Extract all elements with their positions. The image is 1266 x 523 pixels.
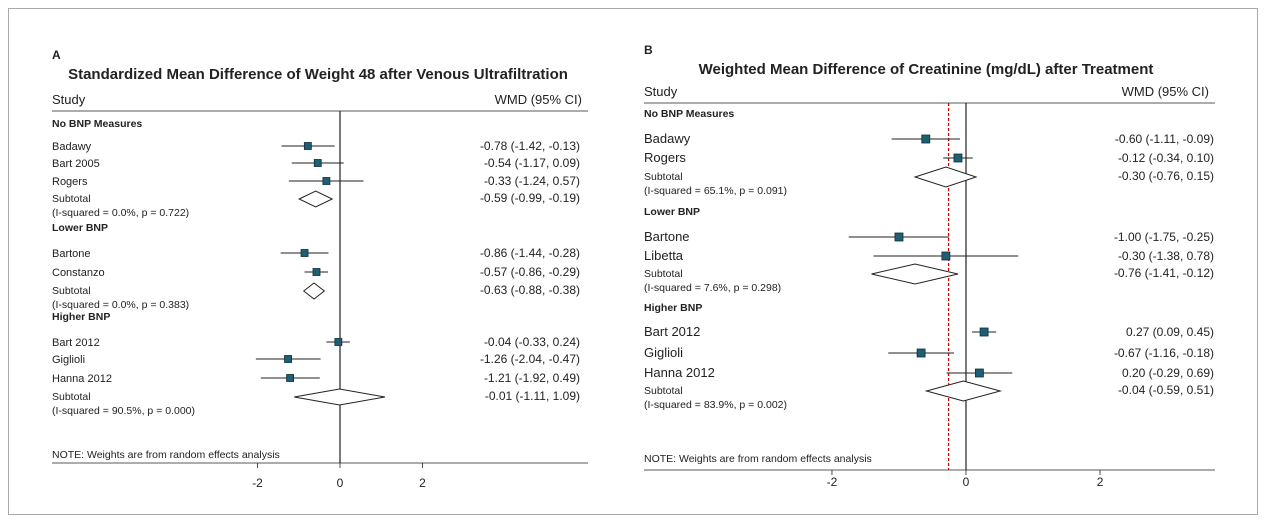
subtotal-label: Subtotal	[52, 391, 91, 403]
point-estimate-marker	[334, 338, 343, 346]
study-column-header: Study	[52, 92, 86, 107]
x-tick-label: -2	[252, 476, 263, 490]
point-estimate-marker	[975, 368, 984, 378]
study-name: Constanzo	[52, 267, 105, 279]
point-estimate-marker	[894, 232, 904, 242]
point-estimate-marker	[303, 142, 312, 150]
point-estimate-marker	[312, 268, 321, 276]
study-name: Bartone	[52, 248, 91, 260]
effect-ci-text: -1.26 (-2.04, -0.47)	[480, 352, 580, 366]
point-estimate-marker	[941, 251, 951, 261]
subtotal-ci-text: -0.63 (-0.88, -0.38)	[480, 283, 580, 297]
point-estimate-marker	[300, 249, 309, 257]
x-tick-label: 2	[419, 476, 426, 490]
heterogeneity-text: (I-squared = 0.0%, p = 0.722)	[52, 207, 189, 219]
x-tick-label: 0	[963, 475, 970, 489]
point-estimate-marker	[322, 177, 331, 185]
group-heading: No BNP Measures	[644, 108, 734, 120]
effect-ci-text: -0.04 (-0.33, 0.24)	[484, 335, 580, 349]
study-name: Libetta	[644, 248, 684, 263]
chart-title: Weighted Mean Difference of Creatinine (…	[699, 61, 1154, 78]
study-name: Giglioli	[52, 354, 85, 366]
effect-ci-text: -0.86 (-1.44, -0.28)	[480, 246, 580, 260]
study-name: Rogers	[52, 176, 88, 188]
study-name: Hanna 2012	[52, 373, 112, 385]
effect-ci-text: -0.57 (-0.86, -0.29)	[480, 265, 580, 279]
subtotal-ci-text: -0.30 (-0.76, 0.15)	[1118, 169, 1214, 183]
effect-ci-text: -0.78 (-1.42, -0.13)	[480, 139, 580, 153]
subtotal-diamond	[294, 388, 386, 406]
subtotal-label: Subtotal	[52, 193, 91, 205]
study-name: Bart 2005	[52, 158, 100, 170]
study-name: Hanna 2012	[644, 365, 715, 380]
panel-label: A	[52, 48, 61, 62]
subtotal-ci-text: -0.04 (-0.59, 0.51)	[1118, 383, 1214, 397]
group-heading: Higher BNP	[52, 311, 110, 323]
subtotal-label: Subtotal	[644, 385, 683, 397]
study-name: Bartone	[644, 229, 690, 244]
figure-frame	[8, 8, 1258, 515]
subtotal-diamond	[924, 380, 1003, 402]
study-column-header: Study	[644, 84, 678, 99]
effect-ci-text: -0.33 (-1.24, 0.57)	[484, 174, 580, 188]
subtotal-label: Subtotal	[644, 171, 683, 183]
group-heading: Lower BNP	[52, 222, 108, 234]
effect-ci-text: -0.60 (-1.11, -0.09)	[1115, 132, 1214, 146]
subtotal-ci-text: -0.01 (-1.11, 1.09)	[485, 389, 580, 403]
study-name: Badawy	[52, 141, 92, 153]
point-estimate-marker	[953, 153, 963, 163]
weights-note: NOTE: Weights are from random effects an…	[52, 449, 280, 461]
subtotal-diamond	[871, 263, 959, 285]
effect-ci-text: 0.20 (-0.29, 0.69)	[1122, 366, 1214, 380]
weights-note: NOTE: Weights are from random effects an…	[644, 453, 872, 465]
effect-ci-text: -1.00 (-1.75, -0.25)	[1114, 230, 1214, 244]
effect-ci-text: -1.21 (-1.92, 0.49)	[484, 371, 580, 385]
study-name: Badawy	[644, 131, 691, 146]
point-estimate-marker	[921, 134, 931, 144]
heterogeneity-text: (I-squared = 7.6%, p = 0.298)	[644, 282, 781, 294]
x-tick-label: -2	[827, 475, 838, 489]
subtotal-diamond	[302, 282, 326, 300]
point-estimate-marker	[286, 374, 295, 382]
forest-panel-a: A Standardized Mean Difference of Weight …	[52, 48, 588, 490]
study-name: Rogers	[644, 150, 686, 165]
chart-title: Standardized Mean Difference of Weight 4…	[68, 66, 568, 83]
point-estimate-marker	[313, 159, 322, 167]
subtotal-ci-text: -0.59 (-0.99, -0.19)	[480, 191, 580, 205]
subtotal-ci-text: -0.76 (-1.41, -0.12)	[1114, 266, 1214, 280]
study-name: Bart 2012	[644, 324, 700, 339]
effect-ci-text: -0.30 (-1.38, 0.78)	[1118, 249, 1214, 263]
effect-ci-text: -0.54 (-1.17, 0.09)	[484, 156, 580, 170]
heterogeneity-text: (I-squared = 0.0%, p = 0.383)	[52, 299, 189, 311]
effect-ci-text: 0.27 (0.09, 0.45)	[1126, 325, 1214, 339]
group-heading: No BNP Measures	[52, 118, 142, 130]
study-name: Bart 2012	[52, 337, 100, 349]
study-name: Giglioli	[644, 345, 683, 360]
panel-label: B	[644, 43, 653, 57]
subtotal-diamond	[913, 166, 978, 188]
point-estimate-marker	[284, 355, 292, 363]
x-tick-label: 2	[1097, 475, 1104, 489]
heterogeneity-text: (I-squared = 90.5%, p = 0.000)	[52, 405, 195, 417]
subtotal-label: Subtotal	[644, 268, 683, 280]
effect-column-header: WMD (95% CI)	[495, 92, 582, 107]
heterogeneity-text: (I-squared = 83.9%, p = 0.002)	[644, 399, 787, 411]
group-heading: Higher BNP	[644, 302, 702, 314]
heterogeneity-text: (I-squared = 65.1%, p = 0.091)	[644, 185, 787, 197]
group-heading: Lower BNP	[644, 206, 700, 218]
forest-panel-b: B Weighted Mean Difference of Creatinine …	[644, 43, 1215, 489]
point-estimate-marker	[979, 327, 989, 337]
x-tick-label: 0	[337, 476, 344, 490]
effect-column-header: WMD (95% CI)	[1122, 84, 1209, 99]
point-estimate-marker	[916, 348, 926, 358]
effect-ci-text: -0.67 (-1.16, -0.18)	[1114, 346, 1214, 360]
effect-ci-text: -0.12 (-0.34, 0.10)	[1118, 151, 1214, 165]
subtotal-diamond	[298, 190, 334, 208]
subtotal-label: Subtotal	[52, 285, 91, 297]
